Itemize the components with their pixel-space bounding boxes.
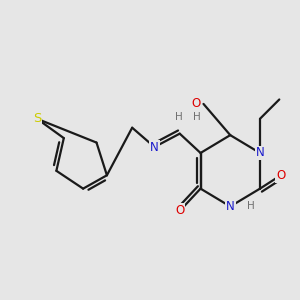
Text: H: H [247,202,254,212]
Text: O: O [276,169,285,182]
Text: H: H [175,112,183,122]
Text: S: S [33,112,41,125]
Text: N: N [150,140,159,154]
Text: N: N [226,200,235,213]
Text: O: O [175,204,184,218]
Text: H: H [193,112,200,122]
Text: O: O [191,98,200,110]
Text: N: N [256,146,264,160]
